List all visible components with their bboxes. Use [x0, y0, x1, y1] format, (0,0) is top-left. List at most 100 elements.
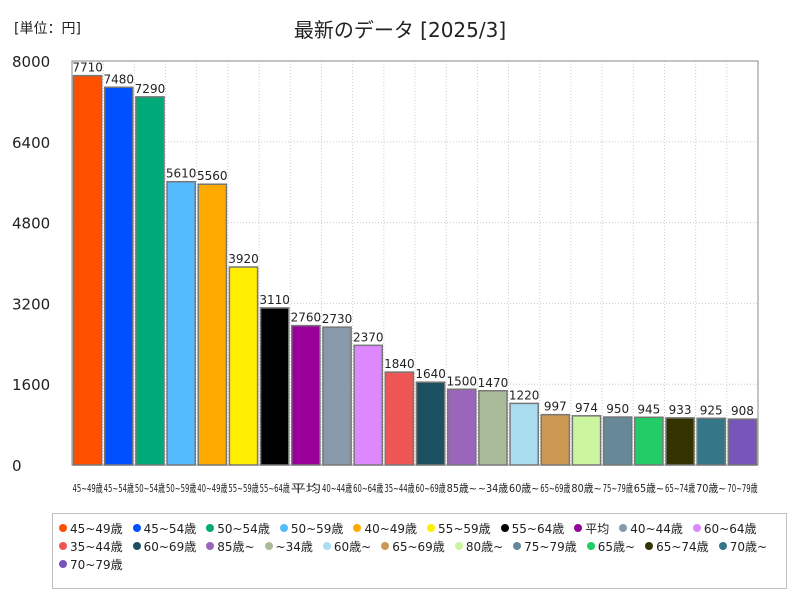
bar	[509, 402, 539, 466]
legend-item: 65~74歳	[645, 537, 709, 555]
legend-label: 40~49歳	[364, 521, 418, 536]
y-tick-label: 3200	[12, 295, 50, 313]
legend-label: 45~54歳	[143, 521, 197, 536]
legend-item: 40~49歳	[353, 519, 417, 537]
legend-label: 50~59歳	[290, 521, 344, 536]
bar	[166, 180, 196, 466]
legend-item: 60~64歳	[692, 519, 757, 537]
legend-dot-icon	[500, 524, 509, 532]
legend-dot-icon	[132, 524, 141, 532]
bar	[665, 417, 695, 466]
y-tick-label: 1600	[12, 376, 50, 394]
data-label: 933	[669, 403, 692, 417]
legend-dot-icon	[427, 524, 436, 532]
legend-dot-icon	[645, 542, 654, 550]
data-label: 997	[544, 400, 567, 414]
bar	[384, 371, 415, 466]
legend-item: 35~44歳	[59, 537, 123, 555]
legend-dot-icon	[513, 542, 522, 550]
legend-label: 60歳~	[333, 539, 372, 554]
bar	[291, 324, 321, 466]
bar	[197, 183, 228, 466]
data-label: 5560	[197, 169, 228, 183]
legend-dot-icon	[718, 542, 727, 550]
x-tick-label: 60~64歳	[353, 482, 383, 495]
legend-dot-icon	[574, 524, 583, 532]
x-tick-label: 40~44歳	[322, 482, 352, 495]
legend-dot-icon	[279, 524, 288, 532]
data-label: 3110	[259, 293, 290, 307]
legend-label: 70~79歳	[70, 557, 123, 572]
legend-dot-icon	[692, 524, 701, 532]
legend-dot-icon	[322, 542, 331, 550]
x-tick-label: 平均	[291, 482, 321, 495]
x-tick-label: 35~44歳	[384, 482, 414, 495]
legend-dot-icon	[59, 524, 67, 532]
data-label: 1500	[446, 374, 477, 388]
data-label: 3920	[228, 252, 259, 266]
data-label: 945	[637, 402, 660, 416]
x-tick-label: 45~54歳	[104, 482, 134, 495]
x-tick-label: 65~69歳	[540, 482, 570, 495]
bar	[540, 413, 571, 466]
legend-item: 60~69歳	[132, 537, 196, 555]
data-label: 974	[575, 401, 598, 415]
legend-item: 70歳~	[718, 537, 768, 555]
unit-label: [単位：円]	[14, 21, 81, 37]
data-label: 1640	[415, 367, 446, 381]
legend-item: 75~79歳	[513, 537, 577, 555]
y-tick-label: 0	[12, 457, 22, 475]
legend-label: 35~44歳	[70, 539, 123, 554]
data-label: 950	[606, 402, 629, 416]
chart-legend: 45~49歳 45~54歳 50~54歳 50~59歳 40~49歳 55~59歳 55~6…	[52, 513, 787, 589]
legend-label: 70歳~	[729, 539, 768, 554]
legend-dot-icon	[264, 542, 273, 550]
legend-label: 80歳~	[465, 539, 504, 554]
bar	[72, 74, 103, 466]
bar	[696, 417, 727, 466]
bar	[228, 266, 259, 466]
x-tick-label: 85歳~	[447, 482, 477, 495]
legend-item: ~34歳	[264, 537, 313, 555]
x-tick-label: 55~64歳	[260, 482, 290, 495]
bar	[634, 416, 664, 466]
y-tick-label: 8000	[12, 53, 50, 71]
data-label: 7480	[103, 72, 134, 86]
bar	[446, 388, 477, 466]
data-label: 1470	[478, 376, 509, 390]
y-tick-label: 4800	[12, 215, 50, 233]
bar	[103, 86, 134, 466]
legend-item: 50~54歳	[206, 519, 270, 537]
bar	[727, 418, 758, 466]
x-tick-label: 50~54歳	[135, 482, 165, 495]
bar	[478, 390, 508, 466]
legend-item: 85歳~	[206, 537, 255, 555]
x-tick-label: 65歳~	[634, 482, 664, 495]
x-tick-label: 65~74歳	[665, 482, 695, 495]
legend-label: 平均	[585, 521, 610, 536]
legend-dot-icon	[59, 542, 67, 550]
legend-item: 50~59歳	[279, 519, 344, 537]
bar	[602, 416, 633, 466]
legend-item: 70~79歳	[59, 555, 123, 573]
x-tick-label: 50~59歳	[166, 482, 196, 495]
data-label: 2370	[353, 330, 384, 344]
legend-item: 45~49歳	[59, 519, 123, 537]
legend-dot-icon	[353, 524, 362, 532]
legend-item: 65歳~	[586, 537, 636, 555]
x-tick-label: 40~49歳	[197, 482, 227, 495]
x-tick-label: 60歳~	[509, 482, 539, 495]
y-tick-label: 6400	[12, 134, 50, 152]
legend-label: 65歳~	[597, 539, 636, 554]
bar	[259, 307, 290, 466]
legend-label: 55~59歳	[438, 521, 491, 536]
bar	[135, 96, 165, 466]
data-label: 7290	[135, 82, 166, 96]
bar	[571, 415, 602, 466]
bar	[353, 344, 384, 466]
x-tick-label: 70歳~	[696, 482, 726, 495]
data-label: 2760	[291, 311, 322, 325]
legend-label: 50~54歳	[217, 521, 270, 536]
plot-border	[71, 60, 759, 466]
